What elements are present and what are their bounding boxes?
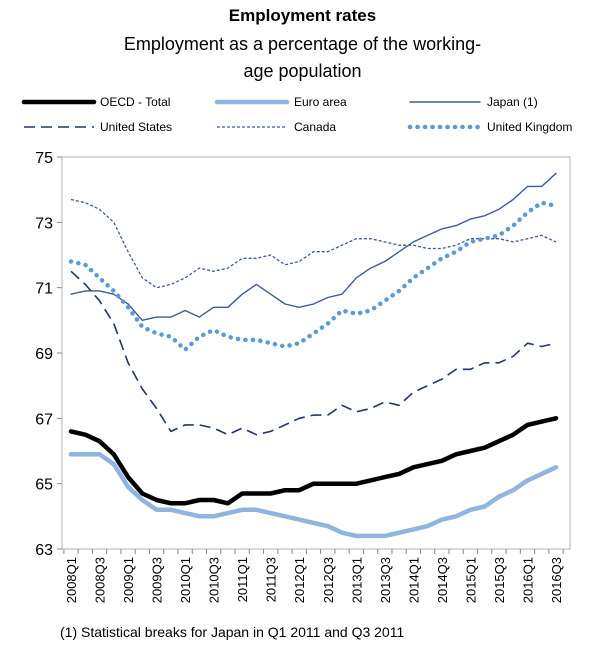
- series-lines: [68, 172, 559, 539]
- x-tick-label: 2015Q3: [492, 557, 507, 603]
- x-tick-label: 2010Q3: [207, 557, 222, 603]
- x-tick-label: 2012Q1: [292, 557, 307, 603]
- x-tick-label: 2016Q3: [549, 557, 564, 603]
- series-line-united-kingdom: [68, 200, 559, 352]
- x-tick-label: 2009Q3: [150, 557, 165, 603]
- y-tick-label: 65: [35, 477, 53, 494]
- x-tick-label: 2008Q1: [64, 557, 79, 603]
- x-tick-label: 2010Q1: [178, 557, 193, 603]
- x-tick-label: 2013Q3: [378, 557, 393, 603]
- legend-label-japan-1: Japan (1): [487, 95, 538, 109]
- x-tick-label: 2015Q1: [463, 557, 478, 603]
- x-tick-label: 2014Q3: [435, 557, 450, 603]
- x-tick-label: 2012Q3: [321, 557, 336, 603]
- x-tick-label: 2009Q1: [121, 557, 136, 603]
- y-tick-label: 71: [35, 281, 53, 298]
- y-tick-label: 63: [35, 542, 53, 559]
- series-line-united-states: [70, 270, 557, 436]
- legend-label-euro-area: Euro area: [294, 95, 347, 109]
- y-tick-label: 67: [35, 411, 53, 428]
- employment-rates-chart: OECD - Total Euro area Japan (1) United Sta…: [21, 95, 572, 603]
- series-line-japan-1: [70, 172, 557, 321]
- series-line-euro-area: [68, 452, 559, 539]
- series-line-oecd-total: [68, 416, 559, 506]
- x-tick-label: 2013Q1: [349, 557, 364, 603]
- y-tick-label: 69: [35, 346, 53, 363]
- chart-title: Employment rates: [228, 6, 377, 25]
- x-tick-label: 2016Q1: [520, 557, 535, 603]
- legend: OECD - Total Euro area Japan (1) United Sta…: [21, 95, 572, 134]
- y-tick-label: 75: [35, 150, 53, 167]
- y-tick-label: 73: [35, 215, 53, 232]
- footnote: (1) Statistical breaks for Japan in Q1 2…: [60, 624, 405, 640]
- series-line-canada: [70, 198, 557, 289]
- y-axis: 63 65 67 69 71 73 75: [35, 150, 62, 559]
- chart-subtitle-line2: age population: [243, 61, 362, 81]
- legend-label-united-states: United States: [100, 120, 172, 134]
- legend-label-oecd-total: OECD - Total: [100, 95, 170, 109]
- x-tick-label: 2014Q1: [406, 557, 421, 603]
- x-tick-label: 2011Q3: [264, 557, 279, 602]
- legend-label-united-kingdom: United Kingdom: [487, 120, 572, 134]
- chart-subtitle-line1: Employment as a percentage of the workin…: [123, 34, 482, 54]
- x-tick-label: 2011Q1: [235, 557, 250, 602]
- legend-label-canada: Canada: [294, 120, 336, 134]
- x-tick-label: 2008Q3: [93, 557, 108, 603]
- x-axis: 2008Q1 2008Q3 2009Q1 2009Q3 2010Q1 2010Q3 2011…: [63, 549, 564, 603]
